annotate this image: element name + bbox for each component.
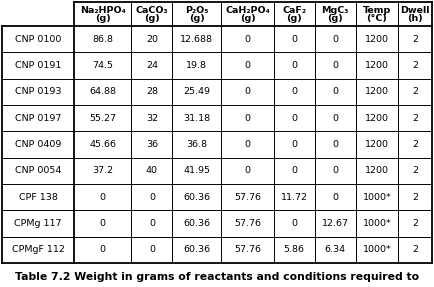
Text: 1200: 1200 [365, 114, 389, 123]
Text: 6.34: 6.34 [325, 245, 346, 254]
Text: 57.76: 57.76 [234, 193, 261, 202]
Text: CPMg 117: CPMg 117 [14, 219, 62, 228]
Text: 12.688: 12.688 [181, 35, 214, 44]
Text: 0: 0 [332, 140, 338, 149]
Text: (g): (g) [286, 14, 302, 23]
Text: 12.67: 12.67 [322, 219, 349, 228]
Text: 2: 2 [412, 35, 418, 44]
Text: 41.95: 41.95 [183, 166, 210, 175]
Text: Table 7.2 Weight in grams of reactants and conditions required to: Table 7.2 Weight in grams of reactants a… [15, 272, 419, 282]
Text: 11.72: 11.72 [281, 193, 308, 202]
Text: 0: 0 [291, 219, 297, 228]
Text: CaF₂: CaF₂ [282, 6, 306, 15]
Text: (°C): (°C) [366, 14, 387, 23]
Text: 32: 32 [146, 114, 158, 123]
Text: 2: 2 [412, 245, 418, 254]
Text: 1000*: 1000* [362, 219, 391, 228]
Text: 0: 0 [332, 193, 338, 202]
Text: 60.36: 60.36 [183, 219, 210, 228]
Text: 2: 2 [412, 140, 418, 149]
Text: 1200: 1200 [365, 140, 389, 149]
Text: (g): (g) [240, 14, 255, 23]
Text: 5.86: 5.86 [284, 245, 305, 254]
Text: CaH₂PO₄: CaH₂PO₄ [225, 6, 270, 15]
Text: 0: 0 [291, 87, 297, 96]
Text: 57.76: 57.76 [234, 219, 261, 228]
Text: 74.5: 74.5 [92, 61, 113, 70]
Text: 0: 0 [149, 219, 155, 228]
Text: 0: 0 [244, 140, 250, 149]
Text: CaCO₃: CaCO₃ [135, 6, 168, 15]
Text: 0: 0 [291, 35, 297, 44]
Text: 20: 20 [146, 35, 158, 44]
Text: 0: 0 [244, 87, 250, 96]
Text: (h): (h) [407, 14, 423, 23]
Text: CNP 0054: CNP 0054 [15, 166, 61, 175]
Text: 64.88: 64.88 [89, 87, 116, 96]
Text: 19.8: 19.8 [186, 61, 207, 70]
Text: 60.36: 60.36 [183, 193, 210, 202]
Text: 0: 0 [244, 61, 250, 70]
Text: 0: 0 [332, 166, 338, 175]
Text: 31.18: 31.18 [183, 114, 210, 123]
Text: 0: 0 [149, 245, 155, 254]
Text: 0: 0 [332, 114, 338, 123]
Text: 2: 2 [412, 166, 418, 175]
Text: 1200: 1200 [365, 87, 389, 96]
Text: 1200: 1200 [365, 166, 389, 175]
Text: MgC₃: MgC₃ [322, 6, 349, 15]
Text: 36.8: 36.8 [186, 140, 207, 149]
Text: (g): (g) [144, 14, 160, 23]
Text: 40: 40 [146, 166, 158, 175]
Text: 57.76: 57.76 [234, 245, 261, 254]
Text: 37.2: 37.2 [92, 166, 113, 175]
Text: 0: 0 [100, 245, 106, 254]
Text: 1200: 1200 [365, 61, 389, 70]
Text: Na₂HPO₄: Na₂HPO₄ [80, 6, 126, 15]
Text: 36: 36 [146, 140, 158, 149]
Text: 2: 2 [412, 61, 418, 70]
Text: 0: 0 [244, 166, 250, 175]
Text: 0: 0 [332, 61, 338, 70]
Text: 0: 0 [291, 61, 297, 70]
Text: CNP 0100: CNP 0100 [15, 35, 61, 44]
Text: CNP 0191: CNP 0191 [15, 61, 61, 70]
Text: 1000*: 1000* [362, 245, 391, 254]
Text: 2: 2 [412, 193, 418, 202]
Text: 0: 0 [332, 87, 338, 96]
Text: CPMgF 112: CPMgF 112 [12, 245, 64, 254]
Text: 0: 0 [291, 114, 297, 123]
Text: 1200: 1200 [365, 35, 389, 44]
Text: Dwell: Dwell [400, 6, 430, 15]
Text: 86.8: 86.8 [92, 35, 113, 44]
Text: P₂O₅: P₂O₅ [185, 6, 209, 15]
Text: 2: 2 [412, 219, 418, 228]
Text: CNP 0193: CNP 0193 [15, 87, 61, 96]
Text: 55.27: 55.27 [89, 114, 116, 123]
Text: 0: 0 [332, 35, 338, 44]
Text: 25.49: 25.49 [183, 87, 210, 96]
Text: Temp: Temp [363, 6, 391, 15]
Text: 28: 28 [146, 87, 158, 96]
Text: 45.66: 45.66 [89, 140, 116, 149]
Text: CPF 138: CPF 138 [19, 193, 57, 202]
Text: 1000*: 1000* [362, 193, 391, 202]
Text: 0: 0 [100, 219, 106, 228]
Text: CNP 0197: CNP 0197 [15, 114, 61, 123]
Text: CNP 0409: CNP 0409 [15, 140, 61, 149]
Text: 0: 0 [244, 114, 250, 123]
Text: 2: 2 [412, 87, 418, 96]
Text: 0: 0 [149, 193, 155, 202]
Text: 24: 24 [146, 61, 158, 70]
Text: (g): (g) [189, 14, 205, 23]
Text: 0: 0 [291, 166, 297, 175]
Text: 0: 0 [291, 140, 297, 149]
Text: 60.36: 60.36 [183, 245, 210, 254]
Text: 0: 0 [100, 193, 106, 202]
Text: 0: 0 [244, 35, 250, 44]
Text: 2: 2 [412, 114, 418, 123]
Text: (g): (g) [95, 14, 111, 23]
Text: (g): (g) [327, 14, 343, 23]
